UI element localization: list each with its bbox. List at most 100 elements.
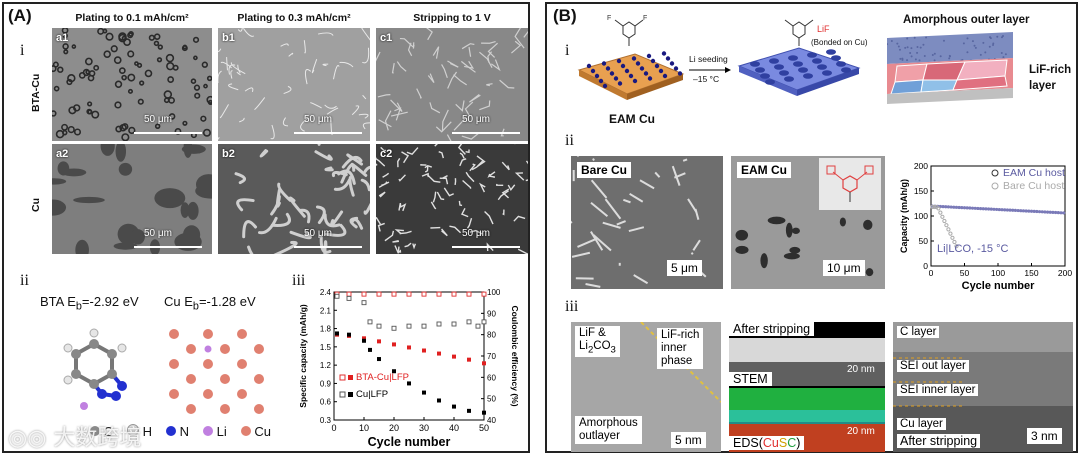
data-point — [452, 354, 456, 359]
eam-cu-point — [989, 207, 993, 211]
seeding-arrow-icon — [689, 67, 731, 73]
eam-cu-point — [973, 206, 977, 210]
legend-label-cu: Cu — [254, 424, 272, 439]
lif-rich-label: LiF-rich — [1029, 64, 1072, 76]
eam-cu-point — [965, 206, 969, 210]
amorphous-outer-layer-label: Amorphous outer layer — [903, 14, 1030, 26]
sei-inner-layer-label: SEI inner layer — [897, 384, 979, 396]
cap-x-tick-label: 0 — [929, 268, 934, 278]
x-tick-label: 10 — [359, 423, 369, 433]
legend-item-c: C — [90, 424, 113, 439]
eam-cu-point — [960, 206, 964, 210]
lif-li2co3-label: LiF & Li2CO3 — [575, 326, 620, 358]
data-point — [421, 291, 427, 297]
lif-label: LiF — [817, 24, 830, 34]
bare-cu-point — [938, 210, 943, 215]
eam-cu-point — [987, 207, 991, 211]
y2-tick-label: 70 — [487, 352, 496, 361]
eam-cu-point — [1056, 211, 1060, 215]
eam-cu-plate-illustration: F F — [577, 15, 685, 100]
x-axis-label: Cycle number — [368, 435, 451, 449]
inner-text: inner — [661, 342, 687, 354]
hrtem-sei-image: C layer SEI out layer SEI inner layer Cu… — [893, 322, 1073, 452]
y-tick-label: 2.1 — [320, 306, 332, 315]
scale-bar-b1 — [294, 132, 362, 134]
li2co3-sub3: 3 — [610, 344, 616, 356]
scale-20nm-label-2: 20 nm — [847, 426, 875, 437]
bare-cu-label: Bare Cu — [577, 162, 632, 178]
data-point — [391, 291, 397, 297]
stem-label: STEM — [729, 372, 772, 386]
data-point — [407, 381, 411, 386]
data-point — [406, 291, 412, 297]
legend-label-n: N — [179, 424, 190, 439]
col-title-2: Plating to 0.3 mAh/cm² — [237, 12, 351, 24]
cap-x-axis-label: Cycle number — [962, 280, 1035, 292]
legend-label-cu: Cu|LFP — [356, 389, 388, 400]
data-point — [368, 347, 372, 352]
sublabel-b1: b1 — [222, 32, 235, 44]
eam-cu-point — [944, 205, 948, 209]
x-tick-label: 40 — [449, 423, 459, 433]
legend-item-n: N — [166, 424, 189, 439]
data-point — [406, 323, 412, 329]
b-section-iii-label: iii — [565, 298, 579, 315]
data-point — [362, 336, 366, 341]
scale-20nm-label-1: 20 nm — [847, 364, 875, 375]
y2-tick-label: 40 — [487, 416, 496, 425]
scale-5um-label: 5 μm — [667, 260, 702, 276]
sem-image-b2: b2 50 μm — [218, 144, 370, 254]
bare-cu-point — [942, 218, 947, 224]
sem-texture-c1 — [376, 28, 528, 141]
row-label-bta-cu: BTA-Cu — [30, 73, 42, 112]
data-point — [467, 357, 471, 362]
scale-3nm-label: 3 nm — [1027, 428, 1062, 444]
data-point — [466, 291, 472, 297]
eam-cu-sem-label: EAM Cu — [737, 162, 791, 178]
eam-cu-point — [1019, 209, 1023, 213]
eam-cu-point — [954, 205, 959, 209]
eam-cu-point — [1008, 208, 1012, 212]
sem-texture-b2 — [218, 144, 370, 254]
cu-layer-label: Cu layer — [897, 418, 946, 430]
sem-image-a1: a1 50 μm — [52, 28, 212, 141]
scale-5nm-label: 5 nm — [671, 432, 706, 448]
eds-cu-text: Cu — [762, 436, 779, 450]
eam-cu-point — [981, 207, 985, 211]
capacity-chart: 0 50 100 150 200 0 50 100 150 200 Cycle number Capa… — [899, 161, 1072, 292]
data-point — [467, 408, 471, 413]
legend-label-eam: EAM Cu host — [1003, 167, 1065, 179]
bare-cu-point — [930, 204, 935, 210]
col-title-3: Stripping to 1 V — [413, 12, 491, 24]
data-point — [482, 410, 486, 415]
cu-binding-energy: Cu Eb=-1.28 eV — [164, 294, 256, 313]
data-point — [346, 291, 352, 297]
phase-text: phase — [661, 355, 693, 367]
y2-tick-label: 50 — [487, 395, 496, 404]
eam-cu-point — [1005, 208, 1009, 212]
svg-text:F: F — [607, 15, 611, 22]
panel-b-label: (B) — [553, 6, 577, 25]
bare-cu-sem-image: Bare Cu 5 μm — [571, 156, 723, 289]
data-point — [361, 300, 367, 306]
eam-cu-point — [1013, 208, 1018, 213]
y2-tick-label: 80 — [487, 331, 496, 340]
row-label-cu: Cu — [30, 198, 42, 212]
x-tick-label: 20 — [389, 423, 399, 433]
legend-marker-eam — [991, 169, 999, 177]
hrtem-lif-image: LiF & Li2CO3 LiF-rich inner phase Amorph… — [571, 322, 721, 452]
sublabel-c1: c1 — [380, 32, 393, 44]
sem-texture-c2 — [376, 144, 528, 254]
data-point — [475, 323, 481, 329]
b-section-i-label: i — [565, 42, 570, 59]
stem-eds-image: After stripping 20 nm STEM 20 nm EDS(CuS… — [729, 322, 885, 452]
sublabel-a2: a2 — [56, 148, 69, 160]
data-point — [361, 291, 367, 297]
eam-cu-sem-image: EAM Cu 10 μm — [731, 156, 885, 289]
layer-label: layer — [1029, 80, 1056, 92]
eds-s-text: S — [778, 436, 788, 450]
scale-label-a1: 50 μm — [144, 114, 172, 125]
cap-y-tick-label: 150 — [914, 186, 928, 196]
y2-tick-label: 90 — [487, 309, 496, 318]
eam-cu-point — [952, 205, 956, 209]
